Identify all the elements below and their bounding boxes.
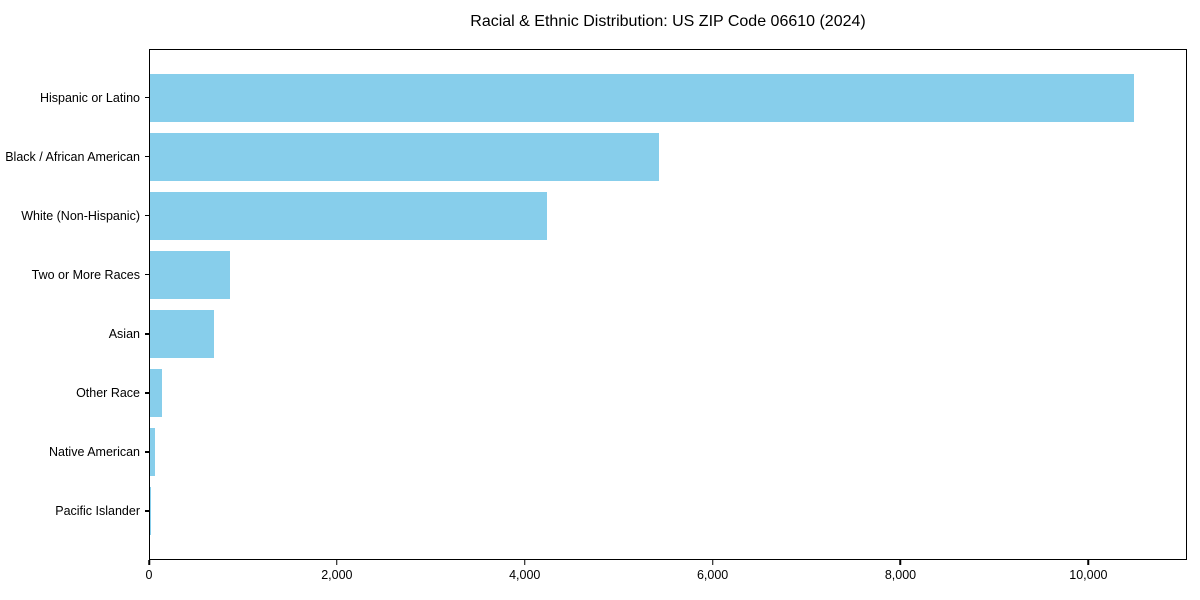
x-axis-tick-label: 8,000 bbox=[884, 568, 917, 582]
bar-row: Pacific Islander bbox=[55, 482, 1186, 541]
x-axis-tick-label: 0 bbox=[145, 568, 153, 582]
bar bbox=[150, 191, 547, 240]
x-axis-tick-label: 2,000 bbox=[321, 568, 353, 582]
plot-area: Hispanic or Latino Black / African Americ… bbox=[5, 49, 1187, 560]
x-axis-tick bbox=[148, 560, 150, 565]
y-axis-tick bbox=[145, 273, 150, 276]
y-axis-tick bbox=[145, 214, 150, 217]
bar bbox=[150, 428, 155, 477]
bar-row: Black / African American bbox=[5, 127, 1186, 186]
bar-row: Native American bbox=[49, 423, 1186, 482]
y-axis-label: Other Race bbox=[76, 386, 140, 401]
y-axis-label: Two or More Races bbox=[31, 267, 140, 282]
bar-row: Two or More Races bbox=[32, 245, 1186, 304]
x-axis: 0 2,000 4,000 6,000 8,000 10,000 bbox=[145, 560, 1187, 590]
x-axis-tick bbox=[899, 560, 902, 565]
x-axis-tick bbox=[711, 560, 714, 565]
x-axis-tick bbox=[1087, 560, 1090, 565]
x-axis-tick-label: 10,000 bbox=[1069, 568, 1108, 582]
bar bbox=[150, 132, 660, 181]
y-axis-tick bbox=[145, 333, 150, 335]
bar-row: White (Non-Hispanic) bbox=[21, 186, 1186, 245]
bar-row: Other Race bbox=[76, 364, 1186, 423]
bar-row: Asian bbox=[109, 305, 1186, 364]
y-axis-label: Pacific Islander bbox=[55, 504, 140, 519]
y-axis-tick bbox=[145, 510, 150, 512]
y-axis-tick bbox=[145, 155, 150, 158]
y-axis-tick bbox=[145, 96, 150, 99]
y-axis-label: Hispanic or Latino bbox=[39, 90, 140, 105]
y-axis-label: Native American bbox=[48, 445, 140, 460]
x-axis-tick bbox=[336, 560, 338, 565]
bars-container: Hispanic or Latino Black / African Americ… bbox=[5, 68, 1186, 541]
chart-title: Racial & Ethnic Distribution: US ZIP Cod… bbox=[470, 13, 866, 30]
x-axis-tick-label: 4,000 bbox=[509, 568, 541, 582]
y-axis-label: White (Non-Hispanic) bbox=[21, 208, 140, 223]
bar bbox=[150, 369, 162, 418]
y-axis-tick bbox=[145, 392, 150, 394]
x-axis-tick-label: 6,000 bbox=[696, 568, 729, 582]
bar-row: Hispanic or Latino bbox=[40, 68, 1186, 127]
x-axis-tick bbox=[523, 560, 526, 565]
y-axis-label: Black / African American bbox=[5, 149, 140, 164]
bar bbox=[150, 310, 214, 359]
y-axis-tick bbox=[145, 451, 150, 453]
y-axis-label: Asian bbox=[108, 327, 140, 342]
bar bbox=[150, 250, 231, 299]
bar bbox=[150, 73, 1135, 122]
